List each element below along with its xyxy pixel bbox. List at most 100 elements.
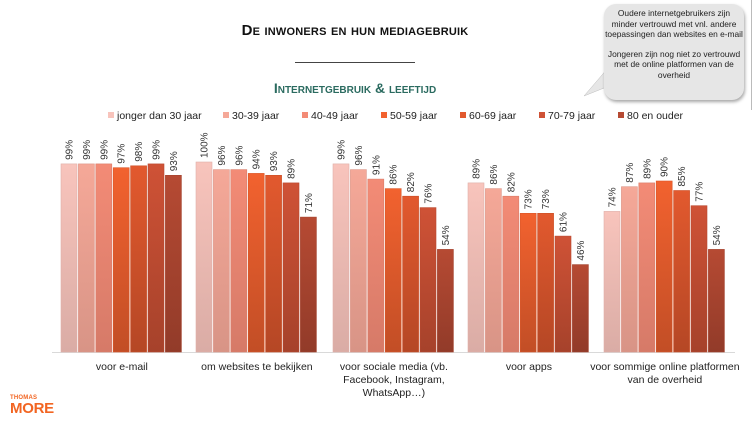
data-label: 98%: [134, 142, 145, 162]
bar: [95, 163, 113, 353]
category-label: om websites te bekijken: [201, 361, 313, 373]
data-label: 46%: [576, 240, 587, 260]
data-label: 61%: [559, 212, 570, 232]
bar: [147, 163, 165, 353]
bar: [350, 169, 367, 353]
bar: [655, 180, 673, 353]
legend-label: 70-79 jaar: [548, 110, 596, 122]
chart-subtitle: Internetgebruik & leeftijd: [273, 80, 437, 96]
data-label: 99%: [337, 140, 348, 160]
thomas-more-logo: THOMAS MORE: [10, 395, 54, 416]
legend-label: 60-69 jaar: [469, 110, 517, 122]
callout-bubble: Oudere internetgebruikers zijn minder ve…: [604, 4, 744, 100]
bar: [367, 178, 385, 353]
legend-swatch: [460, 112, 466, 118]
data-label: 76%: [424, 183, 435, 203]
data-label: 96%: [217, 145, 228, 165]
data-label: 91%: [371, 155, 382, 175]
bar: [247, 173, 265, 353]
data-label: 94%: [252, 149, 263, 169]
bar: [502, 195, 520, 353]
data-label: 96%: [234, 145, 245, 165]
bar: [300, 216, 317, 353]
data-label: 99%: [65, 140, 76, 160]
data-label: 74%: [608, 187, 619, 207]
data-label: 93%: [169, 151, 180, 171]
title-divider: [295, 62, 415, 63]
bar: [213, 169, 230, 353]
bar: [112, 167, 130, 353]
bar: [673, 190, 690, 353]
data-label: 96%: [354, 145, 365, 165]
bar: [467, 182, 485, 353]
right-divider: [751, 0, 752, 110]
callout-text-2: Jongeren zijn nog niet zo vertrouwd met …: [607, 48, 741, 80]
bar: [690, 205, 708, 353]
data-label: 73%: [541, 189, 552, 209]
data-label: 73%: [524, 189, 535, 209]
data-label: 54%: [441, 225, 452, 245]
bar: [485, 188, 502, 353]
legend-label: 80 en ouder: [627, 110, 684, 122]
bar: [572, 264, 589, 353]
data-label: 86%: [389, 164, 400, 184]
page-title: De inwoners en hun mediagebruik: [241, 22, 469, 39]
legend-swatch: [223, 112, 229, 118]
legend-swatch: [618, 112, 624, 118]
legend-label: jonger dan 30 jaar: [116, 110, 202, 122]
data-label: 77%: [695, 182, 706, 202]
data-label: 82%: [406, 172, 417, 192]
legend-label: 40-49 jaar: [311, 110, 359, 122]
bar: [60, 163, 78, 353]
data-label: 100%: [200, 132, 211, 158]
bar: [265, 175, 282, 353]
legend-swatch: [302, 112, 308, 118]
data-label: 85%: [677, 166, 688, 186]
legend-swatch: [108, 112, 114, 118]
data-label: 82%: [506, 172, 517, 192]
category-label: voor sommige online platformen van de ov…: [590, 361, 740, 386]
bar: [419, 207, 437, 353]
bar: [437, 249, 454, 353]
legend-label: 30-39 jaar: [232, 110, 280, 122]
category-label: voor apps: [505, 361, 552, 373]
bar: [708, 249, 725, 353]
legend-swatch: [381, 112, 387, 118]
data-label: 89%: [287, 159, 298, 179]
bar: [638, 182, 656, 353]
data-label: 97%: [117, 144, 128, 164]
data-label: 99%: [82, 140, 93, 160]
category-label: voor e-mail: [95, 361, 148, 373]
bar: [537, 213, 554, 353]
category-label: voor sociale media (vb. Facebook, Instag…: [339, 361, 448, 399]
bar: [519, 213, 537, 353]
bar: [402, 195, 419, 353]
data-label: 87%: [625, 163, 636, 183]
data-label: 54%: [712, 225, 723, 245]
data-label: 99%: [152, 140, 163, 160]
logo-top: THOMAS: [10, 395, 38, 401]
bar: [384, 188, 402, 353]
bar: [165, 175, 182, 353]
data-label: 99%: [99, 140, 110, 160]
bar: [332, 163, 350, 353]
legend-label: 50-59 jaar: [390, 110, 438, 122]
bar: [282, 182, 300, 353]
bar: [621, 186, 638, 353]
data-label: 71%: [304, 193, 315, 213]
data-label: 90%: [660, 157, 671, 177]
bar: [554, 235, 572, 353]
logo-bottom: MORE: [10, 400, 54, 417]
bar: [195, 161, 213, 353]
bar: [230, 169, 248, 353]
data-label: 89%: [472, 159, 483, 179]
bar: [78, 163, 95, 353]
callout-text-1: Oudere internetgebruikers zijn minder ve…: [605, 8, 743, 39]
data-label: 93%: [269, 151, 280, 171]
data-label: 89%: [642, 159, 653, 179]
data-label: 86%: [489, 164, 500, 184]
bar: [603, 211, 621, 353]
bar: [130, 165, 147, 353]
legend-swatch: [539, 112, 545, 118]
